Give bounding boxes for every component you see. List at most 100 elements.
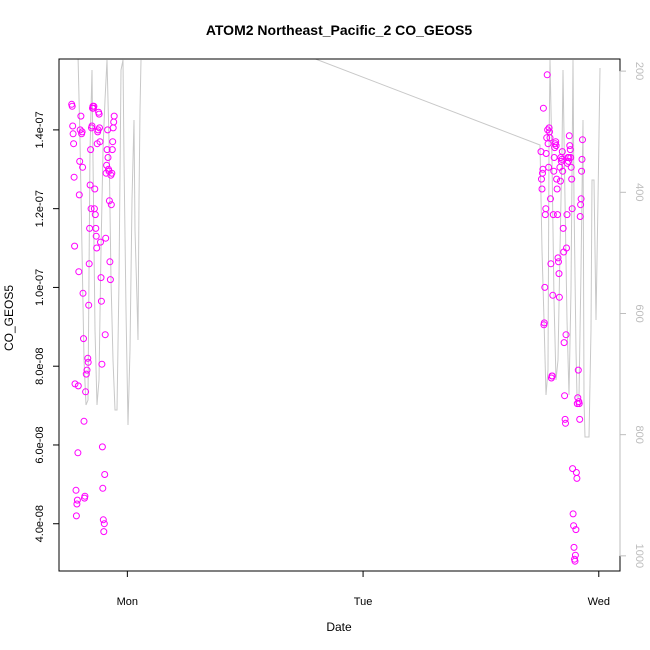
data-point: [74, 382, 82, 390]
data-point: [82, 388, 90, 396]
data-point: [558, 155, 566, 163]
data-point: [560, 339, 568, 347]
data-point: [72, 512, 80, 520]
data-point: [542, 150, 550, 157]
data-point: [541, 283, 549, 291]
data-point: [91, 211, 99, 219]
data-point: [561, 415, 569, 423]
data-point: [572, 469, 580, 476]
data-point: [561, 392, 569, 400]
data-point: [110, 112, 118, 120]
data-point: [559, 224, 567, 232]
data-point: [562, 331, 570, 339]
data-point: [570, 543, 578, 551]
data-point: [541, 211, 549, 219]
data-point: [73, 496, 81, 504]
data-point: [559, 167, 567, 175]
data-point: [75, 191, 83, 199]
data-point: [73, 500, 81, 508]
trace-left: [77, 59, 142, 426]
secondary-y-tick-label: 800: [633, 426, 645, 444]
data-point: [92, 232, 100, 240]
data-point: [102, 234, 110, 242]
data-point: [569, 510, 577, 518]
data-point: [69, 130, 77, 138]
data-point: [549, 211, 557, 219]
data-point: [578, 167, 586, 175]
data-point: [74, 449, 82, 457]
data-point: [98, 360, 106, 368]
data-point: [80, 335, 87, 343]
data-point: [86, 181, 94, 189]
data-point: [539, 104, 547, 112]
data-point: [92, 224, 100, 232]
data-point: [543, 71, 551, 79]
data-point: [550, 154, 558, 161]
data-point: [104, 126, 112, 134]
data-point: [97, 297, 105, 305]
data-point: [577, 195, 585, 203]
data-point: [83, 366, 91, 374]
data-point: [94, 126, 102, 134]
data-point: [100, 528, 108, 536]
data-point: [547, 195, 554, 203]
data-point: [563, 244, 570, 252]
data-point: [87, 146, 95, 154]
secondary-y-tick-label: 200: [633, 62, 645, 80]
data-point: [545, 163, 553, 171]
data-point: [566, 142, 574, 150]
data-point: [554, 254, 562, 262]
data-point: [544, 140, 552, 148]
data-point: [552, 138, 560, 146]
data-point: [108, 169, 116, 177]
x-axis-label: Date: [326, 620, 352, 634]
y-tick-label: 6.0e-08: [34, 426, 46, 463]
plot-area-frame: [58, 58, 621, 572]
y-tick-label: 8.0e-08: [34, 348, 46, 385]
data-point: [545, 124, 553, 132]
data-point: [563, 211, 571, 219]
y-axis: 4.0e-08 6.0e-08 8.0e-08 1.0e-07 1.2e-07 1.4e-…: [34, 111, 59, 542]
data-point: [574, 366, 582, 374]
y-axis-label: CO_GEOS5: [2, 285, 16, 351]
data-point: [568, 175, 576, 183]
data-point: [539, 169, 546, 177]
data-point: [96, 124, 103, 132]
data-point: [76, 126, 84, 134]
data-point: [538, 175, 545, 183]
data-point: [85, 301, 93, 309]
data-point: [106, 276, 114, 284]
data-point: [556, 177, 564, 185]
data-point: [79, 163, 87, 171]
data-point: [555, 293, 563, 301]
data-point: [69, 122, 77, 130]
data-point: [109, 124, 117, 132]
data-point: [542, 205, 550, 213]
pressure-trace: [77, 59, 601, 438]
data-point: [99, 484, 107, 492]
chart-title: ATOM2 Northeast_Pacific_2 CO_GEOS5: [206, 22, 473, 38]
x-tick-label: Tue: [354, 596, 373, 608]
x-tick-label: Mon: [117, 596, 138, 608]
data-point: [109, 138, 117, 146]
data-point: [100, 520, 108, 528]
data-point: [97, 274, 105, 282]
data-point: [88, 122, 96, 130]
data-point: [569, 465, 577, 473]
data-point: [576, 415, 584, 423]
data-point: [91, 185, 99, 193]
data-point: [77, 112, 85, 120]
data-point: [84, 354, 92, 362]
data-point: [79, 289, 87, 297]
data-point: [555, 270, 563, 278]
data-point: [103, 161, 111, 169]
data-point: [105, 197, 113, 205]
data-points: [68, 71, 586, 565]
data-point: [107, 201, 115, 209]
y-tick-label: 4.0e-08: [34, 505, 46, 542]
data-point: [576, 213, 584, 220]
data-point: [568, 205, 576, 213]
data-point: [68, 102, 76, 110]
data-point: [571, 551, 579, 559]
data-point: [70, 140, 78, 148]
